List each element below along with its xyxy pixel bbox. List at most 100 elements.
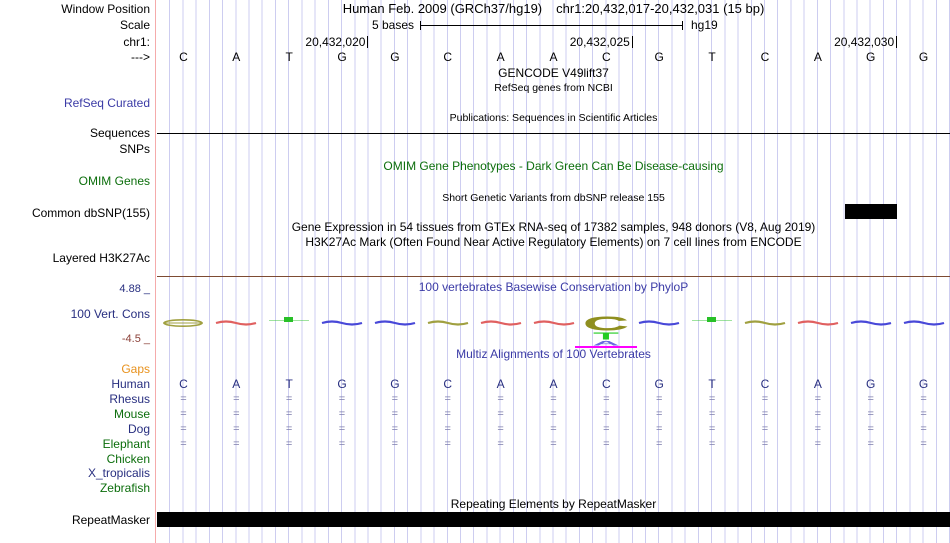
vert-cons-track-label[interactable]: 100 Vert. Cons — [70, 307, 150, 321]
scale-bar-left-cap — [420, 21, 421, 30]
species-label-chicken[interactable]: Chicken — [106, 452, 150, 466]
alignment-match-symbol: = — [867, 408, 874, 420]
ruler-base: G — [654, 50, 664, 64]
conservation-separator-line — [157, 276, 950, 277]
ruler-position-label: 20,432,025 — [569, 35, 630, 49]
alignment-match-symbol: = — [603, 423, 610, 435]
multiz-track-title[interactable]: Multiz Alignments of 100 Vertebrates — [456, 347, 651, 361]
species-label-zebrafish[interactable]: Zebrafish — [99, 481, 150, 495]
ruler-base: A — [813, 50, 822, 64]
alignment-match-symbol: = — [233, 408, 240, 420]
publications-track-title[interactable]: Publications: Sequences in Scientific Ar… — [449, 112, 658, 124]
conservation-mark-dot — [284, 317, 294, 322]
alignment-match-symbol: = — [285, 423, 293, 435]
alignment-match-symbol: = — [708, 423, 716, 435]
snps-track-label[interactable]: SNPs — [119, 142, 150, 156]
alignment-match-symbol: = — [444, 393, 451, 405]
conservation-logo-letter-t: T — [593, 330, 620, 343]
omim-genes-track-label[interactable]: OMIM Genes — [78, 174, 150, 188]
gtex-track-title[interactable]: Gene Expression in 54 tissues from GTEx … — [291, 220, 816, 234]
scale-row-label: Scale — [119, 18, 150, 32]
alignment-match-symbol: = — [656, 423, 663, 435]
alignment-match-symbol: = — [180, 423, 187, 435]
alignment-match-symbol: = — [814, 438, 822, 450]
alignment-base: A — [813, 377, 822, 391]
repeatmasker-feature-bar[interactable] — [157, 512, 950, 527]
ruler-base: G — [337, 50, 347, 64]
phylop-track-title[interactable]: 100 vertebrates Basewise Conservation by… — [418, 280, 689, 294]
alignment-match-symbol: = — [920, 438, 927, 450]
alignment-base: C — [443, 377, 453, 391]
alignment-match-symbol: = — [497, 408, 504, 420]
left-margin-divider — [155, 0, 156, 543]
alignment-match-symbol: = — [550, 423, 557, 435]
alignment-match-symbol: = — [867, 393, 874, 405]
conservation-mark-wave — [902, 315, 946, 326]
alignment-base: A — [496, 377, 505, 391]
species-label-rhesus[interactable]: Rhesus — [109, 392, 150, 406]
scale-bar-right-cap — [682, 21, 683, 30]
alignment-match-symbol: = — [338, 423, 346, 435]
alignment-match-symbol: = — [444, 408, 451, 420]
alignment-match-symbol: = — [338, 408, 346, 420]
conservation-mark-dot — [707, 317, 717, 322]
chromosome-label: chr1: — [123, 35, 150, 49]
alignment-base: G — [918, 377, 929, 391]
refseq-curated-track-label[interactable]: RefSeq Curated — [63, 96, 150, 110]
gencode-track-title[interactable]: GENCODE V49lift37 — [498, 66, 609, 80]
conservation-mark-wave — [214, 315, 258, 326]
species-label-elephant[interactable]: Elephant — [102, 437, 150, 451]
alignment-match-symbol: = — [550, 438, 557, 450]
species-label-mouse[interactable]: Mouse — [113, 407, 150, 421]
alignment-match-symbol: = — [867, 423, 874, 435]
dbsnp-track-title[interactable]: Short Genetic Variants from dbSNP releas… — [442, 192, 665, 204]
alignment-match-symbol: = — [814, 408, 822, 420]
alignment-match-symbol: = — [444, 438, 451, 450]
common-dbsnp-track-label[interactable]: Common dbSNP(155) — [31, 206, 150, 220]
species-label-x_tropicalis[interactable]: X_tropicalis — [87, 466, 150, 480]
alignment-match-symbol: = — [391, 393, 399, 405]
alignment-match-symbol: = — [180, 408, 187, 420]
conservation-mark-wave — [479, 315, 523, 326]
alignment-match-symbol: = — [708, 438, 716, 450]
alignment-match-symbol: = — [814, 423, 822, 435]
alignment-match-symbol: = — [285, 408, 293, 420]
repeatmasker-track-label[interactable]: RepeatMasker — [71, 513, 150, 527]
sequences-track-label[interactable]: Sequences — [89, 126, 150, 140]
ruler-base: G — [918, 50, 929, 64]
alignment-match-symbol: = — [180, 438, 187, 450]
assembly-title: Human Feb. 2009 (GRCh37/hg19) — [342, 1, 543, 16]
sequences-track-line — [157, 133, 950, 134]
ruler-base: A — [232, 50, 241, 64]
alignment-match-symbol: = — [761, 438, 769, 450]
ruler-base: C — [443, 50, 453, 64]
ruler-base: T — [285, 50, 293, 64]
alignment-match-symbol: = — [233, 438, 240, 450]
repeatmasker-track-title[interactable]: Repeating Elements by RepeatMasker — [450, 497, 657, 511]
species-label-dog[interactable]: Dog — [127, 422, 150, 436]
alignment-match-symbol: = — [180, 393, 187, 405]
alignment-match-symbol: = — [708, 393, 716, 405]
alignment-base: G — [390, 377, 400, 391]
alignment-match-symbol: = — [603, 438, 610, 450]
ruler-base: T — [708, 50, 716, 64]
ruler-base: A — [496, 50, 505, 64]
h3k27ac-track-title[interactable]: H3K27Ac Mark (Often Found Near Active Re… — [305, 235, 802, 249]
alignment-match-symbol: = — [550, 408, 557, 420]
omim-track-title[interactable]: OMIM Gene Phenotypes - Dark Green Can Be… — [383, 159, 724, 173]
refseq-genes-subtitle[interactable]: RefSeq genes from NCBI — [494, 82, 613, 94]
dbsnp-variant-box[interactable] — [845, 204, 897, 219]
conservation-mark-wave — [743, 315, 787, 326]
layered-h3k27ac-track-label[interactable]: Layered H3K27Ac — [52, 251, 150, 265]
strand-direction-arrow: ---> — [131, 50, 150, 64]
alignment-match-symbol: = — [444, 423, 451, 435]
species-label-human[interactable]: Human — [111, 377, 150, 391]
ruler-base: G — [866, 50, 876, 64]
conservation-mark-wave — [796, 315, 840, 326]
alignment-base: A — [549, 377, 558, 391]
window-position-label: Window Position — [61, 2, 150, 16]
ruler-base: C — [602, 50, 611, 64]
alignment-match-symbol: = — [867, 438, 874, 450]
species-label-gaps[interactable]: Gaps — [121, 362, 150, 376]
base-position-gridlines — [157, 0, 950, 543]
